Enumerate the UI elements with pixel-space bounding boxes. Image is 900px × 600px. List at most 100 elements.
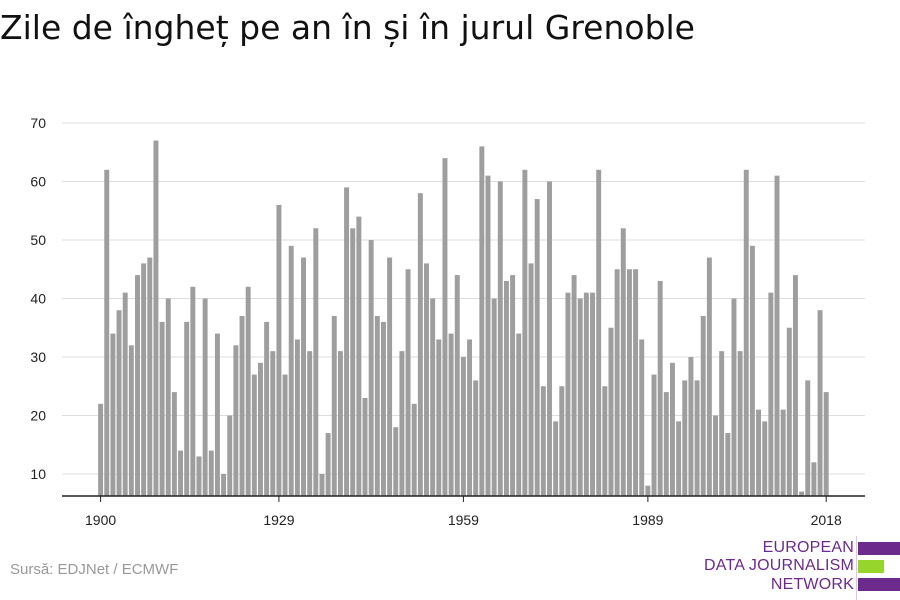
logo-line-data-journalism: DATA JOURNALISM bbox=[704, 557, 854, 574]
bar bbox=[731, 298, 737, 496]
bar bbox=[135, 275, 140, 496]
bar bbox=[424, 263, 429, 496]
bar bbox=[682, 380, 688, 496]
bar bbox=[737, 351, 743, 496]
logo-bar-top bbox=[858, 542, 900, 555]
bar bbox=[436, 339, 442, 496]
logo-bar-bottom bbox=[858, 578, 900, 591]
bar bbox=[153, 140, 159, 497]
bar bbox=[614, 269, 620, 496]
bar bbox=[128, 345, 134, 496]
x-tick-label: 1989 bbox=[632, 512, 663, 528]
bar bbox=[411, 403, 417, 496]
bar bbox=[165, 298, 171, 496]
x-axis-ticks: 1900 1929 1959 1989 2018 bbox=[85, 496, 842, 528]
bar bbox=[473, 380, 479, 496]
bar bbox=[657, 280, 663, 496]
edjnet-logo[interactable]: EUROPEAN DATA JOURNALISM NETWORK bbox=[704, 536, 900, 600]
bar bbox=[245, 286, 251, 496]
bar bbox=[651, 374, 657, 496]
y-tick-label: 30 bbox=[30, 349, 46, 365]
bar bbox=[626, 269, 632, 496]
bar bbox=[485, 175, 491, 496]
bar bbox=[688, 357, 694, 496]
bar bbox=[147, 257, 153, 496]
bar bbox=[159, 321, 165, 496]
y-tick-label: 50 bbox=[30, 232, 46, 248]
bar bbox=[399, 351, 405, 496]
bar bbox=[380, 321, 386, 496]
bar bbox=[497, 181, 503, 496]
bar bbox=[454, 275, 460, 496]
logo-line-european: EUROPEAN bbox=[762, 539, 854, 556]
bar bbox=[405, 269, 411, 496]
bar bbox=[307, 351, 313, 496]
bar bbox=[516, 333, 522, 496]
bar bbox=[817, 310, 823, 496]
bar bbox=[227, 415, 233, 496]
bar bbox=[694, 380, 700, 496]
x-tick-label: 1900 bbox=[85, 512, 116, 528]
bar bbox=[202, 298, 208, 496]
bar bbox=[331, 316, 337, 496]
bar bbox=[282, 374, 288, 496]
bar bbox=[368, 240, 374, 496]
bar bbox=[743, 169, 749, 497]
bar bbox=[583, 292, 589, 496]
bar bbox=[460, 357, 466, 496]
bars bbox=[98, 140, 829, 497]
bar bbox=[768, 292, 774, 496]
bar bbox=[214, 333, 220, 496]
bar bbox=[571, 275, 577, 496]
bar bbox=[258, 362, 263, 496]
bar bbox=[669, 362, 675, 496]
bar bbox=[294, 339, 300, 496]
bar bbox=[270, 351, 276, 496]
bar bbox=[608, 327, 614, 496]
bar bbox=[503, 280, 509, 496]
bar bbox=[233, 345, 239, 496]
bar bbox=[171, 392, 177, 496]
bar bbox=[239, 316, 245, 496]
bar bbox=[559, 386, 565, 496]
bar bbox=[713, 415, 718, 496]
x-tick-label: 1959 bbox=[448, 512, 479, 528]
bar bbox=[799, 491, 805, 496]
bar bbox=[467, 339, 473, 496]
bar bbox=[208, 450, 214, 496]
bar bbox=[178, 450, 184, 496]
bar bbox=[301, 257, 306, 496]
bar bbox=[528, 263, 534, 496]
bar bbox=[448, 333, 454, 496]
bar bbox=[325, 433, 331, 496]
bar bbox=[792, 275, 798, 496]
bar bbox=[417, 193, 423, 496]
y-tick-label: 40 bbox=[30, 291, 46, 307]
bar bbox=[577, 298, 583, 496]
bar bbox=[540, 386, 546, 496]
bar bbox=[706, 257, 712, 496]
y-tick-label: 20 bbox=[30, 408, 46, 424]
bar bbox=[811, 462, 817, 496]
source-note: Sursă: EDJNet / ECMWF bbox=[10, 561, 179, 578]
bar bbox=[491, 298, 497, 496]
bar bbox=[362, 397, 368, 496]
bar bbox=[774, 175, 780, 496]
bar bbox=[590, 292, 596, 496]
bar bbox=[221, 474, 227, 496]
bar bbox=[749, 245, 755, 496]
bar bbox=[645, 485, 651, 496]
bar bbox=[602, 386, 608, 496]
bar bbox=[288, 245, 294, 496]
chart-title: Zile de îngheț pe an în și în jurul Gren… bbox=[0, 8, 695, 47]
bar bbox=[387, 257, 393, 496]
bar bbox=[430, 298, 436, 496]
bar bbox=[110, 333, 116, 496]
bar bbox=[264, 321, 270, 496]
bar bbox=[141, 263, 147, 496]
logo-divider bbox=[856, 536, 857, 600]
bar bbox=[725, 433, 731, 496]
y-tick-label: 70 bbox=[30, 115, 46, 131]
bar bbox=[522, 169, 528, 497]
